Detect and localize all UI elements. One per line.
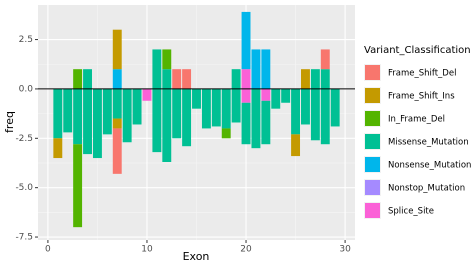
bar-segment bbox=[231, 69, 241, 89]
bar-segment bbox=[162, 69, 172, 89]
bar-segment bbox=[320, 69, 330, 89]
bar-segment bbox=[63, 88, 73, 133]
bar-segment bbox=[192, 88, 201, 109]
y-axis-title: freq bbox=[3, 111, 16, 133]
bar-segment bbox=[310, 69, 320, 89]
legend-swatch bbox=[365, 111, 380, 126]
bar-segment bbox=[112, 29, 122, 70]
bar-segment bbox=[53, 88, 63, 139]
bar-segment bbox=[301, 69, 310, 89]
bar-segment bbox=[112, 88, 122, 119]
bar-segment bbox=[182, 88, 192, 147]
bar-segment bbox=[261, 100, 271, 145]
legend-label: Frame_Shift_Ins bbox=[388, 92, 455, 102]
bar-segment bbox=[211, 88, 221, 127]
y-tick-label: -5.0 bbox=[15, 183, 33, 193]
bar-segment bbox=[241, 88, 251, 103]
bar-segment bbox=[53, 138, 63, 159]
bar-segment bbox=[320, 88, 330, 145]
y-tick-label: 0.0 bbox=[19, 84, 34, 94]
bar-segment bbox=[73, 69, 83, 89]
bar-segment bbox=[182, 69, 192, 89]
legend-label: Nonsense_Mutation bbox=[388, 161, 471, 171]
legend-label: In_Frame_Del bbox=[388, 115, 445, 125]
legend-label: Missense_Mutation bbox=[388, 138, 469, 148]
bar-segment bbox=[320, 49, 330, 70]
bar-segment bbox=[112, 69, 122, 89]
bar-segment bbox=[251, 49, 261, 89]
bar-segment bbox=[142, 88, 152, 101]
bar-segment bbox=[73, 144, 83, 228]
bar-segment bbox=[152, 88, 162, 153]
legend-swatch bbox=[365, 157, 380, 172]
bar-segment bbox=[162, 49, 172, 70]
x-tick-label: 30 bbox=[339, 245, 351, 255]
bar-segment bbox=[112, 118, 122, 129]
x-axis-title: Exon bbox=[183, 250, 210, 263]
bar-segment bbox=[172, 69, 182, 89]
x-tick-label: 10 bbox=[141, 245, 153, 255]
bar-segment bbox=[83, 88, 92, 155]
bar-segment bbox=[122, 88, 132, 143]
bar-segment bbox=[152, 49, 162, 89]
bar-segment bbox=[291, 88, 301, 135]
bar-segment bbox=[241, 69, 251, 89]
x-tick-label: 20 bbox=[240, 245, 252, 255]
bar-segment bbox=[112, 128, 122, 174]
legend-label: Frame_Shift_Del bbox=[388, 69, 456, 79]
bar-segment bbox=[301, 88, 310, 125]
bar-segment bbox=[241, 102, 251, 145]
legend-swatch bbox=[365, 88, 380, 103]
bar-segment bbox=[92, 88, 102, 159]
bar-segment bbox=[73, 88, 83, 145]
legend-title: Variant_Classification bbox=[364, 45, 471, 56]
bar-segment bbox=[102, 88, 112, 135]
bar-segment bbox=[221, 128, 231, 139]
bar-segment bbox=[261, 49, 271, 89]
bar-segment bbox=[231, 88, 241, 123]
bar-segment bbox=[83, 69, 92, 89]
bar-segment bbox=[132, 88, 142, 125]
x-tick-label: 0 bbox=[45, 245, 51, 255]
bar-segment bbox=[201, 88, 211, 129]
bar-segment bbox=[261, 88, 271, 101]
legend-swatch bbox=[365, 65, 380, 80]
bar-segment bbox=[251, 88, 261, 149]
bar-segment bbox=[310, 88, 320, 141]
bar-segment bbox=[162, 88, 172, 162]
y-tick-label: -2.5 bbox=[15, 134, 33, 144]
bar-segment bbox=[330, 88, 340, 127]
legend-swatch bbox=[365, 180, 380, 195]
bar-segment bbox=[241, 11, 251, 70]
legend-label: Nonstop_Mutation bbox=[388, 184, 465, 194]
bar-segment bbox=[271, 88, 281, 109]
bar-segment bbox=[221, 88, 231, 129]
legend-swatch bbox=[365, 203, 380, 218]
y-tick-label: 2.5 bbox=[19, 35, 33, 45]
legend-label: Splice_Site bbox=[388, 207, 434, 217]
bar-segment bbox=[172, 88, 182, 139]
y-tick-label: -7.5 bbox=[15, 233, 33, 243]
legend-swatch bbox=[365, 134, 380, 149]
bar-segment bbox=[291, 134, 301, 157]
bar-segment bbox=[281, 88, 291, 103]
